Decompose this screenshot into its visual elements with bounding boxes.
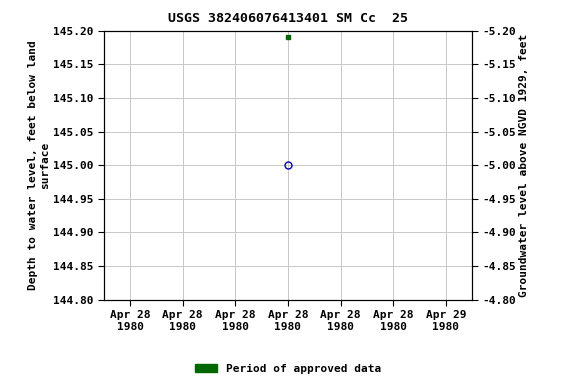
Y-axis label: Groundwater level above NGVD 1929, feet: Groundwater level above NGVD 1929, feet — [520, 33, 529, 297]
Y-axis label: Depth to water level, feet below land
surface: Depth to water level, feet below land su… — [28, 40, 50, 290]
Legend: Period of approved data: Period of approved data — [191, 359, 385, 379]
Title: USGS 382406076413401 SM Cc  25: USGS 382406076413401 SM Cc 25 — [168, 12, 408, 25]
